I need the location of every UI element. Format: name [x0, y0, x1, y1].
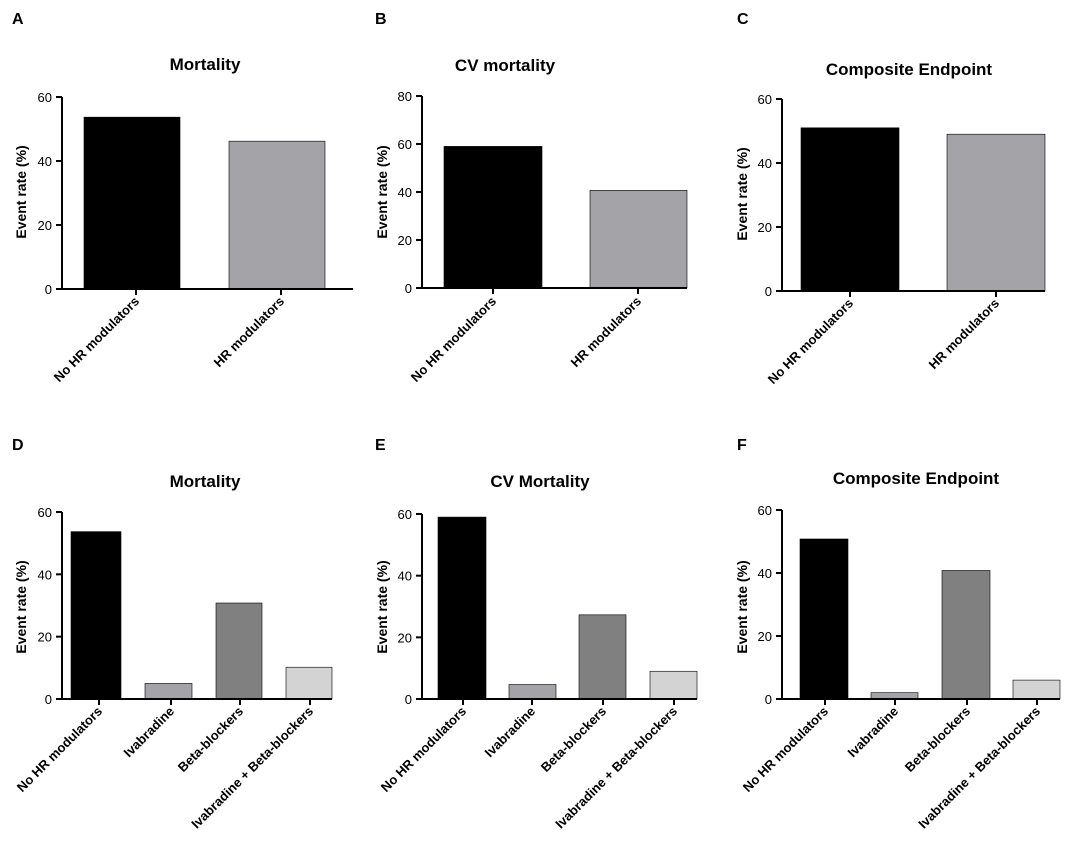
- y-tick-label: 20: [38, 630, 52, 645]
- y-tick-label: 60: [38, 90, 52, 105]
- chart-panel-a: A Mortality Event rate (%) 0 20 40 60 No HR mod…: [12, 11, 353, 385]
- bar: [443, 146, 543, 289]
- y-axis-label: Event rate (%): [734, 560, 750, 653]
- x-category-label: HR modulators: [211, 294, 287, 370]
- bar: [228, 140, 326, 290]
- panel-letter: A: [12, 11, 24, 28]
- chart-panel-b: B CV mortality Event rate (%) 0 20 40 60 80 No H…: [374, 11, 688, 385]
- y-axis-label: Event rate (%): [13, 560, 29, 653]
- y-axis-label: Event rate (%): [374, 145, 390, 238]
- chart-panel-c: C Composite Endpoint Event rate (%) 0 20 40 60…: [734, 11, 1046, 387]
- panel-letter: B: [375, 11, 387, 28]
- y-tick-label: 60: [38, 505, 52, 520]
- chart-panel-f: F Composite Endpoint Event rate (%) 0 20 40 60…: [734, 437, 1061, 832]
- x-category-label: No HR modulators: [765, 296, 856, 387]
- chart-panel-e: E CV Mortality Event rate (%) 0 20 40 60 No HR …: [374, 437, 698, 832]
- y-tick-label: 60: [398, 507, 412, 522]
- y-tick-label: 20: [398, 233, 412, 248]
- x-category-label: Ivabradine + Beta-blockers: [188, 704, 316, 832]
- x-category-label: Ivabradine: [845, 704, 902, 761]
- x-category-label: HR modulators: [568, 294, 644, 370]
- y-tick-label: 0: [405, 692, 412, 707]
- y-axis-label: Event rate (%): [734, 147, 750, 240]
- y-tick-label: 60: [758, 92, 772, 107]
- x-category-label: Beta-blockers: [538, 704, 609, 775]
- chart-title: Composite Endpoint: [833, 469, 1000, 488]
- chart-title: CV mortality: [455, 56, 556, 75]
- y-tick-label: 0: [45, 692, 52, 707]
- bar: [946, 133, 1046, 292]
- bar: [70, 531, 122, 700]
- x-category-label: HR modulators: [926, 296, 1002, 372]
- y-tick-label: 0: [405, 281, 412, 296]
- bar: [941, 570, 991, 700]
- x-category-label: Beta-blockers: [902, 704, 973, 775]
- y-tick-label: 40: [38, 567, 52, 582]
- panel-letter: C: [737, 11, 749, 28]
- x-category-label: No HR modulators: [740, 704, 831, 795]
- chart-title: CV Mortality: [490, 472, 590, 491]
- y-tick-label: 40: [758, 156, 772, 171]
- x-category-label: Ivabradine: [482, 704, 539, 761]
- y-tick-label: 0: [765, 284, 772, 299]
- bar: [83, 116, 181, 290]
- y-axis-label: Event rate (%): [374, 560, 390, 653]
- y-axis-label: Event rate (%): [13, 145, 29, 238]
- y-tick-label: 60: [398, 137, 412, 152]
- bar: [649, 670, 698, 700]
- y-tick-label: 20: [758, 629, 772, 644]
- y-tick-label: 20: [38, 218, 52, 233]
- x-category-label: No HR modulators: [51, 294, 142, 385]
- x-category-label: No HR modulators: [378, 704, 469, 795]
- panel-letter: E: [375, 437, 386, 454]
- x-category-label: No HR modulators: [408, 294, 499, 385]
- y-tick-label: 80: [398, 89, 412, 104]
- bar: [1012, 679, 1061, 700]
- bar: [285, 666, 333, 700]
- y-tick-label: 40: [398, 185, 412, 200]
- bar: [799, 538, 849, 700]
- x-category-label: No HR modulators: [14, 704, 105, 795]
- x-category-label: Ivabradine + Beta-blockers: [915, 704, 1043, 832]
- bar: [215, 602, 263, 700]
- y-tick-label: 0: [45, 282, 52, 297]
- chart-title: Mortality: [170, 55, 241, 74]
- x-category-label: Beta-blockers: [175, 704, 246, 775]
- x-category-label: Ivabradine: [121, 704, 178, 761]
- y-tick-label: 40: [398, 569, 412, 584]
- y-tick-label: 20: [398, 630, 412, 645]
- y-tick-label: 20: [758, 220, 772, 235]
- panel-letter: F: [737, 437, 747, 454]
- chart-panel-d: D Mortality Event rate (%) 0 20 40 60 No HR mod…: [12, 437, 333, 832]
- y-tick-label: 60: [758, 503, 772, 518]
- bar: [144, 683, 193, 700]
- y-tick-label: 40: [38, 154, 52, 169]
- bar: [589, 190, 688, 289]
- chart-title: Composite Endpoint: [826, 60, 993, 79]
- chart-title: Mortality: [170, 472, 241, 491]
- bar: [508, 684, 557, 700]
- bar: [437, 516, 487, 700]
- x-category-label: Ivabradine + Beta-blockers: [552, 704, 680, 832]
- bar: [800, 127, 900, 292]
- panel-letter: D: [12, 437, 24, 454]
- bar: [578, 614, 627, 700]
- y-tick-label: 40: [758, 566, 772, 581]
- y-tick-label: 0: [765, 692, 772, 707]
